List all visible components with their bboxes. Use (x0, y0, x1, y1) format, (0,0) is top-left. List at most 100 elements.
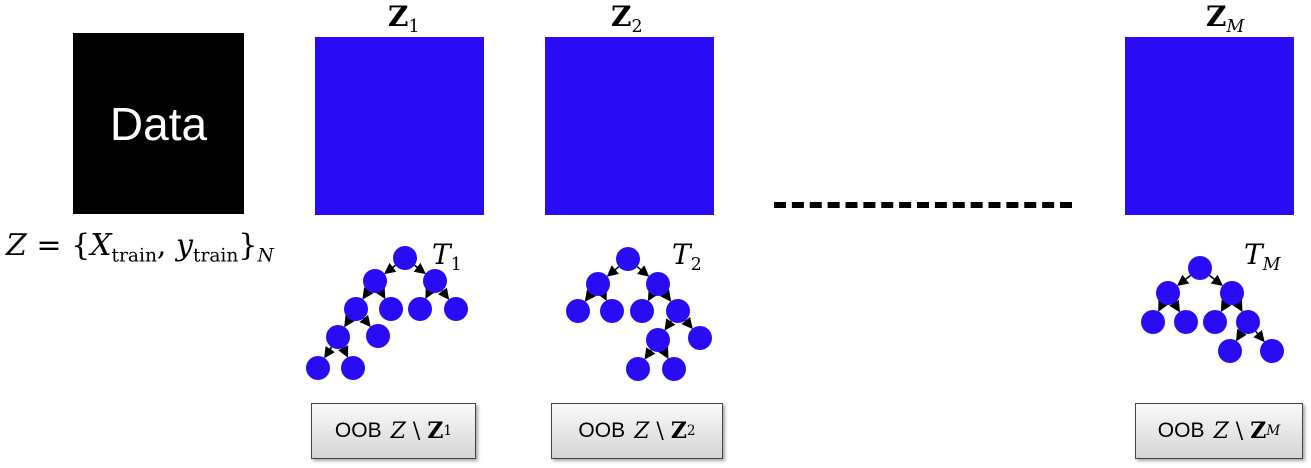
tree-m-edge (1232, 299, 1243, 313)
tree-2-node (630, 299, 654, 323)
sample-sub: M (1226, 17, 1245, 38)
dataset-formula: Z = {Xtrain, ytrain}N (6, 226, 274, 277)
oob-set: Z (390, 418, 406, 444)
sample-label-1: Z1 (388, 0, 420, 44)
formula-y-sub: train (192, 245, 239, 267)
tree-1-node (393, 246, 417, 270)
tree-1-node (444, 297, 468, 321)
tree-m-node (1156, 281, 1180, 305)
formula-outer-sub: N (257, 245, 274, 267)
tree-m-edge (1220, 299, 1232, 313)
sample-label-m: ZM (1206, 0, 1244, 44)
tree-1-edge (359, 314, 371, 328)
tree-1-node (326, 325, 350, 349)
tree-sub: 1 (450, 255, 462, 276)
tree-m-node (1174, 310, 1198, 334)
bootstrap-sample-2 (545, 37, 714, 215)
formula-comma: , (156, 228, 167, 263)
oob-sample: Z (427, 418, 444, 444)
formula-lhs: Z (6, 228, 27, 263)
tree-2-node (626, 357, 650, 381)
tree-label-1: T1 (432, 238, 462, 282)
tree-1-edge (374, 286, 386, 300)
tree-m-node (1260, 339, 1284, 363)
ellipsis-dashed-line (774, 202, 1072, 208)
formula-eq: = (36, 228, 62, 263)
tree-2-edge (584, 289, 596, 302)
tree-2-node (646, 328, 670, 352)
tree-m-node (1188, 256, 1212, 280)
tree-label-2: T2 (672, 238, 702, 282)
sample-sub: 2 (631, 17, 643, 38)
oob-minus: \ (412, 418, 421, 444)
tree-2-edge (660, 289, 672, 302)
tree-2-edge (664, 318, 676, 331)
tree-1-edge (425, 286, 436, 299)
tree-2-node (666, 299, 690, 323)
bootstrap-sample-1 (315, 37, 484, 215)
oob-set: Z (634, 418, 650, 444)
sample-sub: 1 (408, 17, 420, 38)
tree-1-edge (338, 345, 349, 358)
tree-1-edge (413, 262, 426, 275)
sample-symbol: Z (1206, 0, 1227, 33)
data-block: Data (73, 33, 244, 214)
bootstrap-sample-m (1125, 37, 1294, 215)
oob-set: Z (1213, 418, 1229, 444)
tree-1-node (379, 297, 403, 321)
tree-2-edge (606, 265, 620, 277)
tree-1-edge (384, 262, 397, 275)
tree-m-edge (1236, 328, 1247, 342)
tree-2-edge (647, 288, 659, 302)
tree-2-node (616, 247, 640, 271)
tree-m-edge (1169, 299, 1180, 313)
sample-symbol: Z (611, 0, 632, 33)
tree-1-node (408, 297, 432, 321)
tree-1-node (341, 356, 365, 380)
formula-open: { (71, 228, 91, 263)
tree-1-node (344, 297, 368, 321)
tree-2-edge (636, 265, 650, 277)
tree-2-edge (596, 288, 607, 301)
tree-1-node (366, 324, 390, 348)
tree-1-node (423, 269, 447, 293)
oob-sub: M (1266, 423, 1281, 439)
tree-m-edge (1176, 274, 1192, 286)
oob-sub: 2 (686, 423, 696, 439)
tree-2-node (646, 272, 670, 296)
oob-sample: Z (1250, 418, 1267, 444)
tree-m-node (1141, 310, 1165, 334)
tree-symbol: T (1244, 238, 1263, 271)
tree-label-m: TM (1244, 238, 1280, 282)
tree-1-node (363, 269, 387, 293)
tree-sub: M (1262, 255, 1281, 276)
tree-m-edge (1253, 330, 1265, 343)
oob-word: OOB (1157, 419, 1205, 442)
formula-y: y (176, 228, 193, 263)
tree-symbol: T (432, 238, 451, 271)
tree-m-node (1220, 281, 1244, 305)
oob-minus: \ (656, 418, 664, 444)
tree-m-edge (1158, 299, 1169, 312)
oob-sample: Z (670, 418, 687, 444)
tree-2-node (566, 299, 590, 323)
tree-2-node (662, 357, 686, 381)
tree-2-edge (644, 347, 656, 360)
sample-label-2: Z2 (611, 0, 643, 44)
tree-1-edge (362, 287, 374, 300)
tree-2-node (586, 272, 610, 296)
tree-1-edge (324, 345, 335, 359)
oob-sub: 1 (443, 423, 453, 439)
data-label: Data (109, 97, 208, 150)
oob-minus: \ (1235, 418, 1244, 444)
tree-symbol: T (672, 238, 691, 271)
sample-symbol: Z (388, 0, 409, 33)
formula-x-sub: train (111, 245, 157, 267)
formula-close: } (238, 228, 258, 263)
tree-1-node (306, 356, 330, 380)
tree-2-edge (658, 346, 669, 360)
tree-m-node (1236, 310, 1260, 334)
